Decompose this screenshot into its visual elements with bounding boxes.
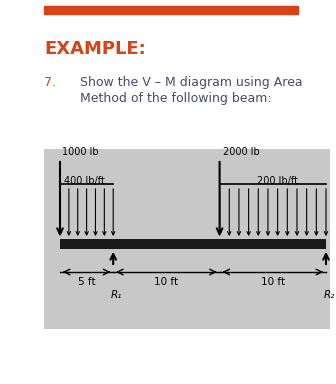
Text: 2000 lb: 2000 lb [222, 147, 259, 157]
Text: Show the V – M diagram using Area: Show the V – M diagram using Area [80, 76, 303, 89]
Text: 5 ft: 5 ft [78, 277, 95, 287]
Text: 400 lb/ft: 400 lb/ft [64, 176, 105, 186]
Text: 200 lb/ft: 200 lb/ft [257, 176, 298, 186]
Text: 10 ft: 10 ft [154, 277, 178, 287]
Text: 7.: 7. [44, 76, 56, 89]
Bar [60, 239, 326, 249]
Bar [44, 6, 298, 14]
Text: R₁: R₁ [111, 290, 123, 300]
Text: Method of the following beam:: Method of the following beam: [80, 92, 271, 105]
Bar [44, 149, 330, 329]
Text: EXAMPLE:: EXAMPLE: [44, 40, 146, 58]
Text: R₂: R₂ [324, 290, 335, 300]
Text: 1000 lb: 1000 lb [62, 147, 99, 157]
Text: 10 ft: 10 ft [261, 277, 285, 287]
